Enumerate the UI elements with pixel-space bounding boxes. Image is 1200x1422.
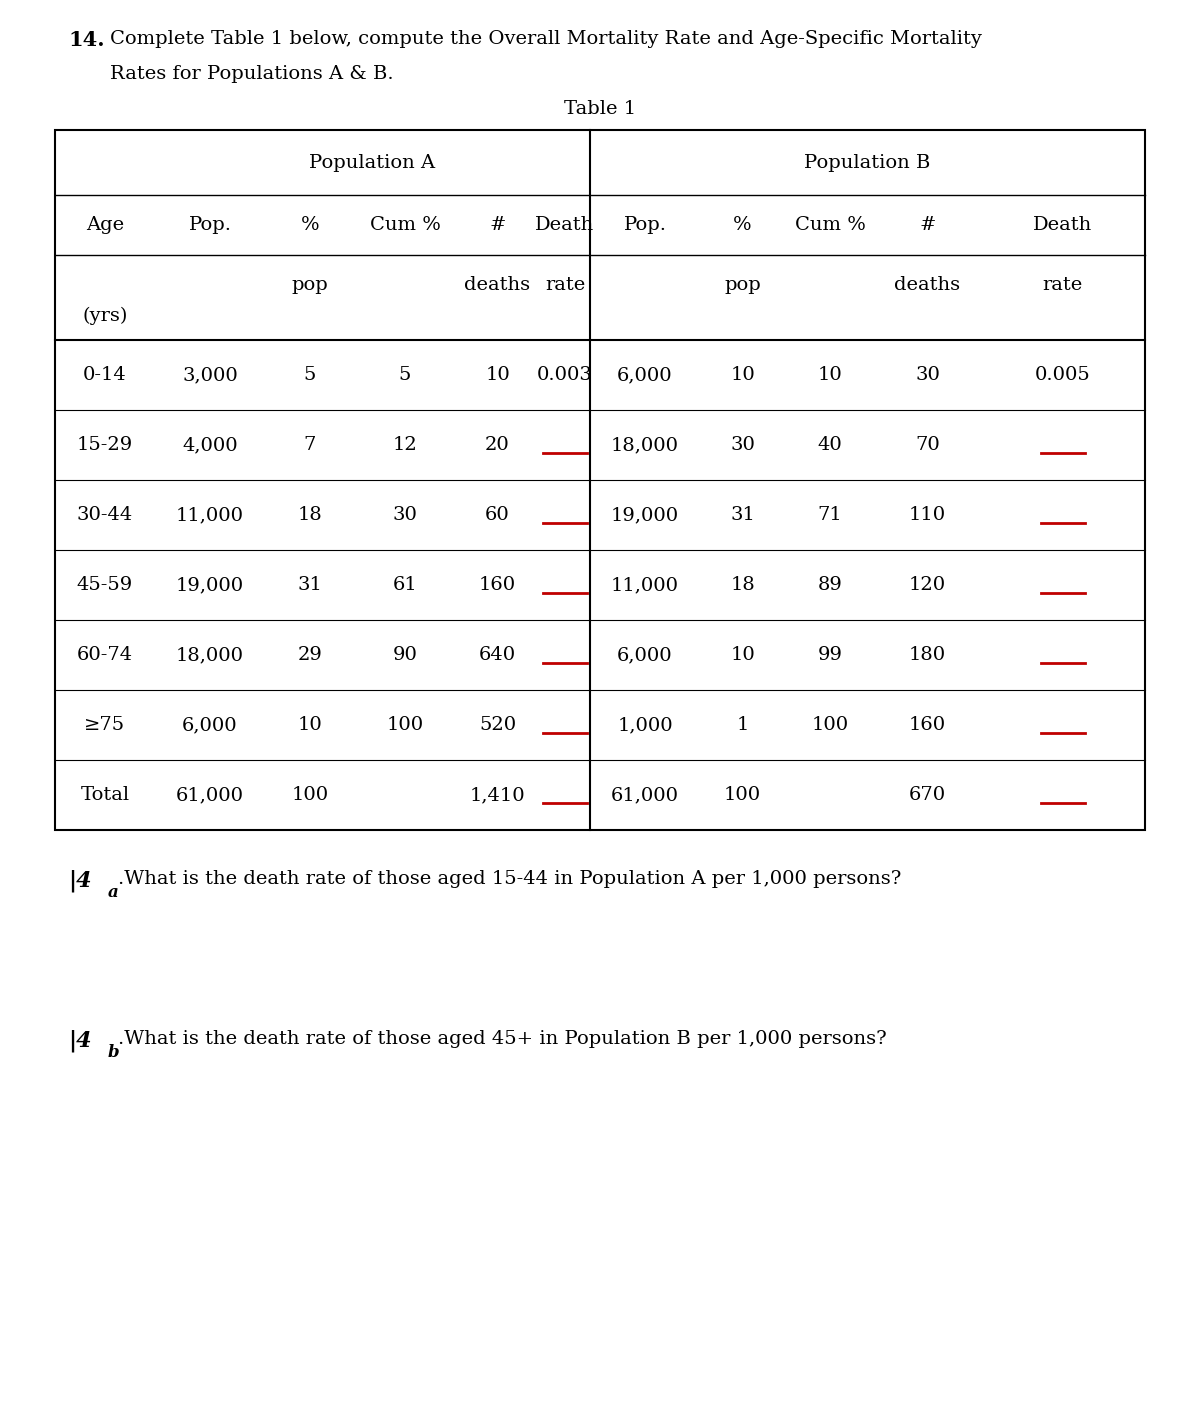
- Text: 11,000: 11,000: [176, 506, 244, 523]
- Text: 100: 100: [724, 786, 761, 803]
- Text: 640: 640: [479, 646, 516, 664]
- Text: 100: 100: [386, 717, 424, 734]
- Text: ≥75: ≥75: [84, 717, 126, 734]
- Text: b: b: [108, 1044, 120, 1061]
- Text: deaths: deaths: [894, 276, 960, 294]
- Text: 6,000: 6,000: [617, 365, 673, 384]
- Text: .What is the death rate of those aged 15-44 in Population A per 1,000 persons?: .What is the death rate of those aged 15…: [118, 870, 901, 887]
- Text: Pop.: Pop.: [188, 216, 232, 235]
- Text: 100: 100: [292, 786, 329, 803]
- Text: 31: 31: [730, 506, 755, 523]
- Text: 11,000: 11,000: [611, 576, 679, 594]
- Text: 670: 670: [908, 786, 946, 803]
- Text: Cum %: Cum %: [794, 216, 865, 235]
- Text: 520: 520: [479, 717, 516, 734]
- Text: 15-29: 15-29: [77, 437, 133, 454]
- Text: 1,410: 1,410: [469, 786, 526, 803]
- Text: 18: 18: [298, 506, 323, 523]
- Text: 19,000: 19,000: [176, 576, 244, 594]
- Text: 90: 90: [392, 646, 418, 664]
- Text: 10: 10: [730, 646, 755, 664]
- Text: 30: 30: [392, 506, 418, 523]
- Text: 10: 10: [730, 365, 755, 384]
- Text: 0.005: 0.005: [1034, 365, 1091, 384]
- Text: 180: 180: [908, 646, 946, 664]
- Text: Total: Total: [80, 786, 130, 803]
- Text: 61,000: 61,000: [611, 786, 679, 803]
- Text: 30: 30: [730, 437, 755, 454]
- Text: 6,000: 6,000: [617, 646, 673, 664]
- Text: rate: rate: [1043, 276, 1082, 294]
- Text: 110: 110: [908, 506, 946, 523]
- Text: #: #: [490, 216, 505, 235]
- Text: deaths: deaths: [464, 276, 530, 294]
- Text: rate: rate: [545, 276, 586, 294]
- Text: pop: pop: [724, 276, 761, 294]
- Text: 0-14: 0-14: [83, 365, 127, 384]
- Text: 10: 10: [298, 717, 323, 734]
- Text: .What is the death rate of those aged 45+ in Population B per 1,000 persons?: .What is the death rate of those aged 45…: [118, 1030, 887, 1048]
- Text: 5: 5: [304, 365, 316, 384]
- Text: 120: 120: [908, 576, 946, 594]
- Text: Population B: Population B: [804, 154, 931, 172]
- Text: 31: 31: [298, 576, 323, 594]
- Text: Age: Age: [86, 216, 124, 235]
- Text: 3,000: 3,000: [182, 365, 238, 384]
- Text: |4: |4: [68, 1030, 91, 1052]
- Text: #: #: [919, 216, 936, 235]
- Text: %: %: [733, 216, 752, 235]
- Text: pop: pop: [292, 276, 329, 294]
- Text: 1,000: 1,000: [617, 717, 673, 734]
- Text: 7: 7: [304, 437, 316, 454]
- Text: 0.003: 0.003: [538, 365, 593, 384]
- Text: Death: Death: [1033, 216, 1092, 235]
- Text: 60: 60: [485, 506, 510, 523]
- Text: 61: 61: [392, 576, 418, 594]
- Text: 89: 89: [817, 576, 842, 594]
- Text: 40: 40: [817, 437, 842, 454]
- Text: 30-44: 30-44: [77, 506, 133, 523]
- Text: Population A: Population A: [310, 154, 436, 172]
- Text: 20: 20: [485, 437, 510, 454]
- Text: Pop.: Pop.: [624, 216, 666, 235]
- Text: 160: 160: [908, 717, 946, 734]
- Text: 160: 160: [479, 576, 516, 594]
- Text: 70: 70: [916, 437, 940, 454]
- Text: 1: 1: [737, 717, 749, 734]
- Text: a: a: [108, 884, 119, 902]
- Text: 19,000: 19,000: [611, 506, 679, 523]
- Text: Table 1: Table 1: [564, 100, 636, 118]
- Text: 12: 12: [392, 437, 418, 454]
- Text: Complete Table 1 below, compute the Overall Mortality Rate and Age-Specific Mort: Complete Table 1 below, compute the Over…: [110, 30, 982, 48]
- Text: |4: |4: [68, 870, 91, 893]
- Text: 45-59: 45-59: [77, 576, 133, 594]
- Text: 60-74: 60-74: [77, 646, 133, 664]
- Text: 6,000: 6,000: [182, 717, 238, 734]
- Text: 14.: 14.: [68, 30, 104, 50]
- Text: (yrs): (yrs): [83, 307, 127, 326]
- Text: 18,000: 18,000: [176, 646, 244, 664]
- Text: 18: 18: [730, 576, 755, 594]
- Text: 4,000: 4,000: [182, 437, 238, 454]
- Text: Rates for Populations A & B.: Rates for Populations A & B.: [110, 65, 394, 82]
- Text: 29: 29: [298, 646, 323, 664]
- Text: 10: 10: [485, 365, 510, 384]
- Bar: [55, 129, 1145, 830]
- Text: Death: Death: [535, 216, 595, 235]
- Text: 99: 99: [817, 646, 842, 664]
- Text: 5: 5: [398, 365, 412, 384]
- Text: 100: 100: [811, 717, 848, 734]
- Text: 30: 30: [916, 365, 940, 384]
- Text: %: %: [301, 216, 319, 235]
- Text: 10: 10: [817, 365, 842, 384]
- Text: 71: 71: [817, 506, 842, 523]
- Text: 18,000: 18,000: [611, 437, 679, 454]
- Text: 61,000: 61,000: [176, 786, 244, 803]
- Text: Cum %: Cum %: [370, 216, 440, 235]
